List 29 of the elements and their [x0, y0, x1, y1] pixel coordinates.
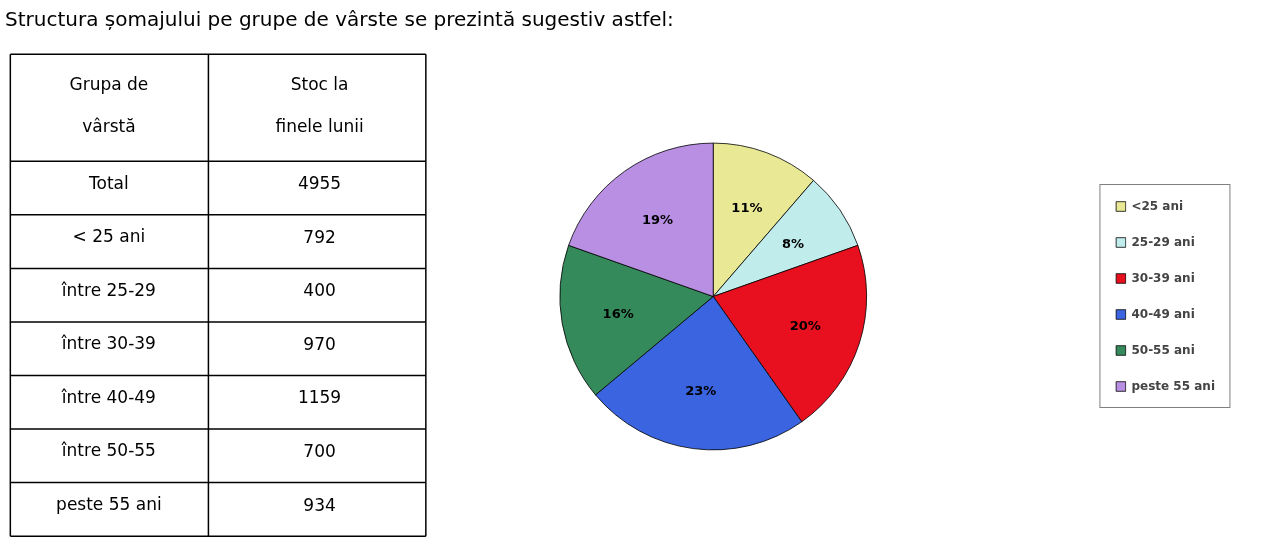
category-label: între 40-49 [60, 386, 156, 407]
category-label: între 50-55 [60, 440, 156, 461]
data-label: 1159 [297, 387, 342, 408]
legend-label: 25-29 ani [1131, 235, 1195, 249]
text: Structura șomajului pe grupe de vârste se prezintă sugestiv astfel: [5, 6, 674, 33]
legend-label: <25 ani [1131, 199, 1184, 213]
data-label: 16% [602, 305, 634, 321]
data-label: 934 [303, 494, 336, 515]
legend-label: 50-55 ani [1131, 343, 1195, 357]
data-label: 8% [781, 235, 805, 251]
category-label: Total [88, 172, 129, 193]
data-label: 23% [685, 382, 717, 398]
text: Stoc la finele lunii [275, 73, 364, 137]
category-label: între 25-29 [60, 279, 156, 300]
data-label: 19% [641, 211, 674, 227]
legend-label: peste 55 ani [1131, 379, 1215, 393]
text: Grupa de vârstă [69, 73, 149, 137]
category-label: între 30-39 [60, 333, 156, 354]
data-label: 4955 [297, 173, 342, 194]
data-label: 20% [789, 317, 821, 333]
data-label: 400 [303, 280, 336, 301]
data-label: 792 [303, 226, 336, 247]
data-label: 970 [303, 333, 336, 354]
legend-label: 30-39 ani [1131, 271, 1195, 285]
category-label: < 25 ani [72, 226, 146, 247]
data-label: 700 [303, 440, 336, 461]
legend-label: 40-49 ani [1131, 307, 1195, 321]
data-label: 11% [731, 200, 763, 216]
category-label: peste 55 ani [56, 494, 162, 515]
